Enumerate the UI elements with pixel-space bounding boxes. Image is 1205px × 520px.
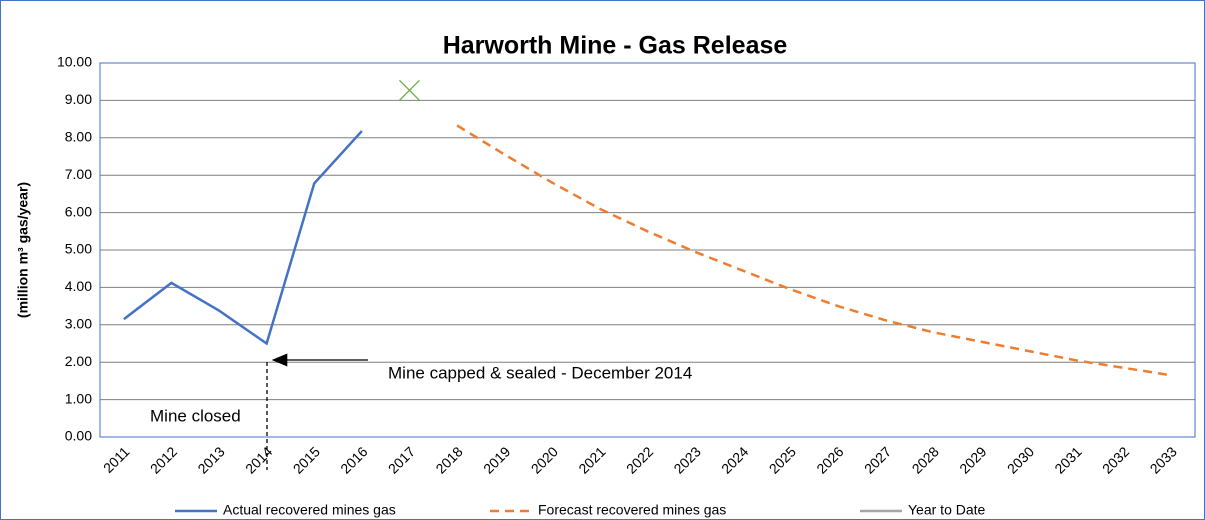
x-tick-label: 2030 bbox=[1004, 443, 1037, 476]
y-tick-label: 4.00 bbox=[65, 278, 92, 294]
y-tick-label: 6.00 bbox=[65, 203, 92, 219]
annotation-text: Mine closed bbox=[150, 406, 241, 425]
x-tick-label: 2019 bbox=[480, 443, 513, 476]
series-line bbox=[456, 124, 1172, 377]
x-tick-label: 2031 bbox=[1051, 443, 1084, 476]
x-tick-label: 2026 bbox=[813, 443, 846, 476]
chart-title: Harworth Mine - Gas Release bbox=[443, 32, 788, 60]
x-tick-label: 2015 bbox=[290, 443, 323, 476]
x-tick-label: 2028 bbox=[909, 443, 942, 476]
x-tick-label: 2012 bbox=[147, 443, 180, 476]
y-tick-label: 10.00 bbox=[57, 54, 92, 70]
x-tick-label: 2033 bbox=[1147, 443, 1180, 476]
y-tick-label: 1.00 bbox=[65, 390, 92, 406]
y-tick-label: 5.00 bbox=[65, 241, 92, 257]
x-tick-label: 2027 bbox=[861, 443, 894, 476]
y-tick-label: 2.00 bbox=[65, 353, 92, 369]
y-tick-label: 0.00 bbox=[65, 428, 92, 444]
annotation-text: Mine capped & sealed - December 2014 bbox=[388, 363, 692, 382]
x-tick-label: 2032 bbox=[1099, 443, 1132, 476]
y-tick-label: 9.00 bbox=[65, 91, 92, 107]
x-tick-label: 2020 bbox=[528, 443, 561, 476]
x-tick-label: 2018 bbox=[432, 443, 465, 476]
legend-label: Year to Date bbox=[908, 502, 986, 518]
x-tick-label: 2025 bbox=[766, 443, 799, 476]
y-tick-label: 8.00 bbox=[65, 129, 92, 145]
legend-label: Forecast recovered mines gas bbox=[538, 502, 726, 518]
x-tick-label: 2016 bbox=[337, 443, 370, 476]
x-tick-label: 2021 bbox=[575, 443, 608, 476]
x-tick-label: 2013 bbox=[194, 443, 227, 476]
legend-label: Actual recovered mines gas bbox=[223, 502, 396, 518]
y-tick-label: 3.00 bbox=[65, 316, 92, 332]
x-tick-label: 2014 bbox=[242, 443, 275, 476]
x-tick-label: 2023 bbox=[671, 443, 704, 476]
x-tick-label: 2022 bbox=[623, 443, 656, 476]
x-tick-label: 2011 bbox=[100, 443, 133, 476]
series-line bbox=[123, 130, 363, 346]
x-tick-label: 2029 bbox=[956, 443, 989, 476]
x-tick-label: 2024 bbox=[718, 443, 751, 476]
y-axis-label: (million m³ gas/year) bbox=[15, 182, 31, 318]
plot-border bbox=[99, 62, 1196, 438]
x-tick-label: 2017 bbox=[385, 443, 418, 476]
y-tick-label: 7.00 bbox=[65, 166, 92, 182]
point-marker bbox=[398, 79, 420, 101]
